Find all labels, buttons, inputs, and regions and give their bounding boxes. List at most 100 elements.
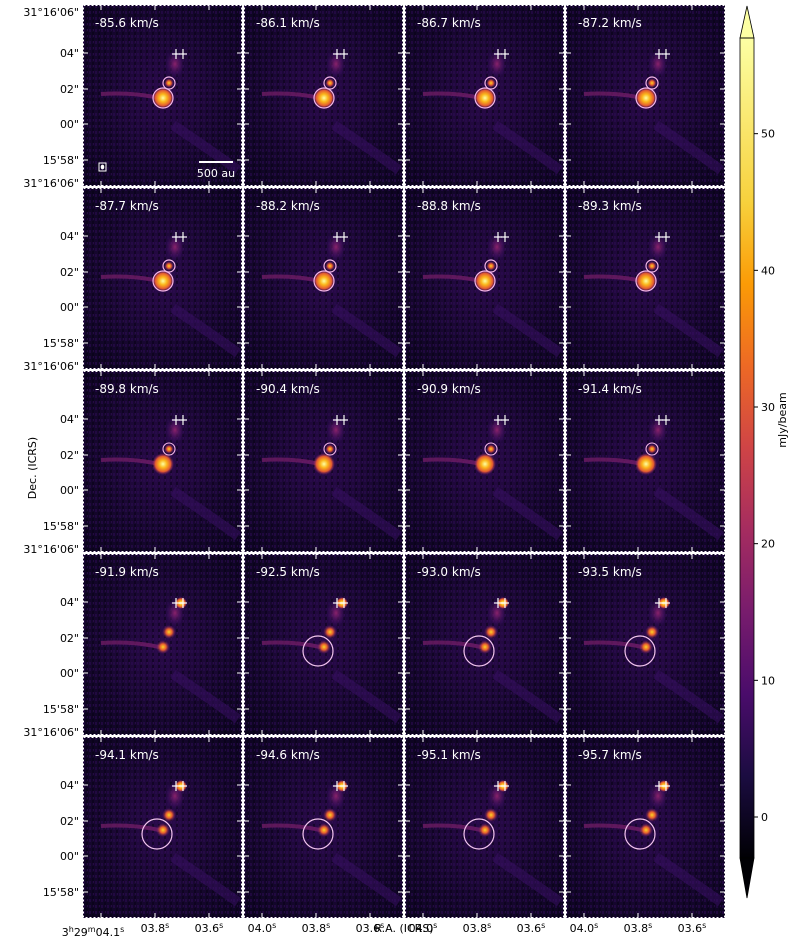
aperture-ring-small <box>323 442 337 456</box>
aperture-ring-small <box>162 259 176 273</box>
emission-filament <box>170 669 241 724</box>
emission-main-source <box>639 823 653 837</box>
emission-extended <box>326 416 346 444</box>
colorbar-tick-label: 0 <box>761 811 768 824</box>
panel-frame <box>405 188 564 369</box>
emission-extended <box>326 233 346 261</box>
velocity-label: -90.4 km/s <box>256 382 320 396</box>
y-tick-label: 15'58" <box>43 520 79 533</box>
channel-panel: -86.7 km/s <box>405 5 564 186</box>
position-cross-markers <box>655 49 670 59</box>
channel-panel: -88.8 km/s <box>405 188 564 369</box>
position-cross-markers <box>172 598 187 608</box>
velocity-label: -86.1 km/s <box>256 16 320 30</box>
emission-main-source <box>474 453 496 475</box>
panel-frame <box>566 5 725 186</box>
y-tick-label: 15'58" <box>43 337 79 350</box>
velocity-label: -91.9 km/s <box>95 565 159 579</box>
y-tick-label: 00" <box>60 484 79 497</box>
y-tick-label: 15'58" <box>43 703 79 716</box>
emission-extended <box>487 416 507 444</box>
emission-secondary-source <box>325 444 335 454</box>
emission-main-source <box>156 823 170 837</box>
emission-secondary-source <box>164 78 174 88</box>
emission-main-source <box>313 270 335 292</box>
emission-extended <box>648 416 668 444</box>
beam-box <box>98 162 107 172</box>
y-tick-label: 00" <box>60 118 79 131</box>
emission-filament <box>653 669 724 724</box>
emission-secondary-source <box>647 78 657 88</box>
colorbar-tick-label: 40 <box>761 264 775 277</box>
panel-frame <box>83 737 242 918</box>
position-cross-markers <box>172 415 187 425</box>
emission-secondary-source <box>164 261 174 271</box>
channel-panel: -88.2 km/s <box>244 188 403 369</box>
channel-panel: -93.5 km/s <box>566 554 725 735</box>
velocity-label: -88.2 km/s <box>256 199 320 213</box>
x-tick-label: 03.6s <box>678 921 707 935</box>
aperture-ring-small <box>484 76 498 90</box>
velocity-label: -94.1 km/s <box>95 748 159 762</box>
position-cross-markers <box>172 781 187 791</box>
position-cross-markers <box>333 781 348 791</box>
panel-frame <box>405 737 564 918</box>
position-cross-markers <box>333 49 348 59</box>
panels-layer: -85.6 km/s 500 au 04" 02" 00" 15'58" 31°16'06"… <box>23 5 725 939</box>
emission-filament <box>653 486 724 541</box>
colorbar-tick-label: 30 <box>761 401 775 414</box>
emission-secondary-source <box>645 625 659 639</box>
aperture-ring-small <box>645 259 659 273</box>
emission-secondary-source <box>486 444 496 454</box>
x-tick-label: 04.0s <box>409 921 438 935</box>
velocity-label: -87.2 km/s <box>578 16 642 30</box>
panel-frame <box>405 554 564 735</box>
x-tick-label: 03.6s <box>356 921 385 935</box>
emission-secondary-source <box>486 78 496 88</box>
aperture-ring-main <box>313 270 335 292</box>
y-tick-label: 04" <box>60 596 79 609</box>
emission-extended <box>165 233 185 261</box>
emission-extended <box>326 50 346 78</box>
y-tick-label: 04" <box>60 230 79 243</box>
emission-secondary-source <box>323 808 337 822</box>
emission-main-source <box>635 87 657 109</box>
channel-panel: -89.8 km/s 04" 02" 00" 15'58" 31°16'06" <box>23 360 242 552</box>
y-tick-label-top: 31°16'06" <box>23 360 79 373</box>
colorbar-frame <box>739 37 755 859</box>
emission-extended <box>165 416 185 444</box>
y-tick-label: 00" <box>60 301 79 314</box>
emission-jet <box>261 823 321 832</box>
emission-secondary-source <box>486 261 496 271</box>
position-cross-markers <box>172 49 187 59</box>
emission-extended <box>648 50 668 78</box>
colorbar-label: mJy/beam <box>776 392 789 447</box>
panel-frame <box>244 188 403 369</box>
emission-main-source <box>156 640 170 654</box>
emission-filament <box>653 852 724 907</box>
x-tick-label: 04.0s <box>248 921 277 935</box>
position-cross-markers <box>494 49 509 59</box>
aperture-ring-large <box>624 818 656 850</box>
emission-main-source <box>635 453 657 475</box>
aperture-ring-small <box>323 259 337 273</box>
velocity-label: -95.7 km/s <box>578 748 642 762</box>
channel-panel: -85.6 km/s 500 au 04" 02" 00" 15'58" 31°16'06" <box>23 5 242 186</box>
channel-panel: -89.3 km/s <box>566 188 725 369</box>
panel-frame <box>83 371 242 552</box>
channel-panel: -91.9 km/s 04" 02" 00" 15'58" 31°16'06" <box>23 543 242 735</box>
aperture-ring-main <box>313 87 335 109</box>
velocity-label: -89.3 km/s <box>578 199 642 213</box>
position-cross-markers <box>655 232 670 242</box>
position-cross-markers <box>494 598 509 608</box>
emission-filament <box>653 303 724 358</box>
aperture-ring-large <box>463 635 495 667</box>
panel-frame <box>566 188 725 369</box>
y-tick-label: 02" <box>60 449 79 462</box>
x-tick-label: 04.0s <box>570 921 599 935</box>
emission-secondary-source <box>647 444 657 454</box>
emission-jet <box>100 640 160 649</box>
velocity-label: -93.0 km/s <box>417 565 481 579</box>
x-tick-label: 3h29m04.1s <box>62 925 125 939</box>
emission-secondary-source <box>647 261 657 271</box>
